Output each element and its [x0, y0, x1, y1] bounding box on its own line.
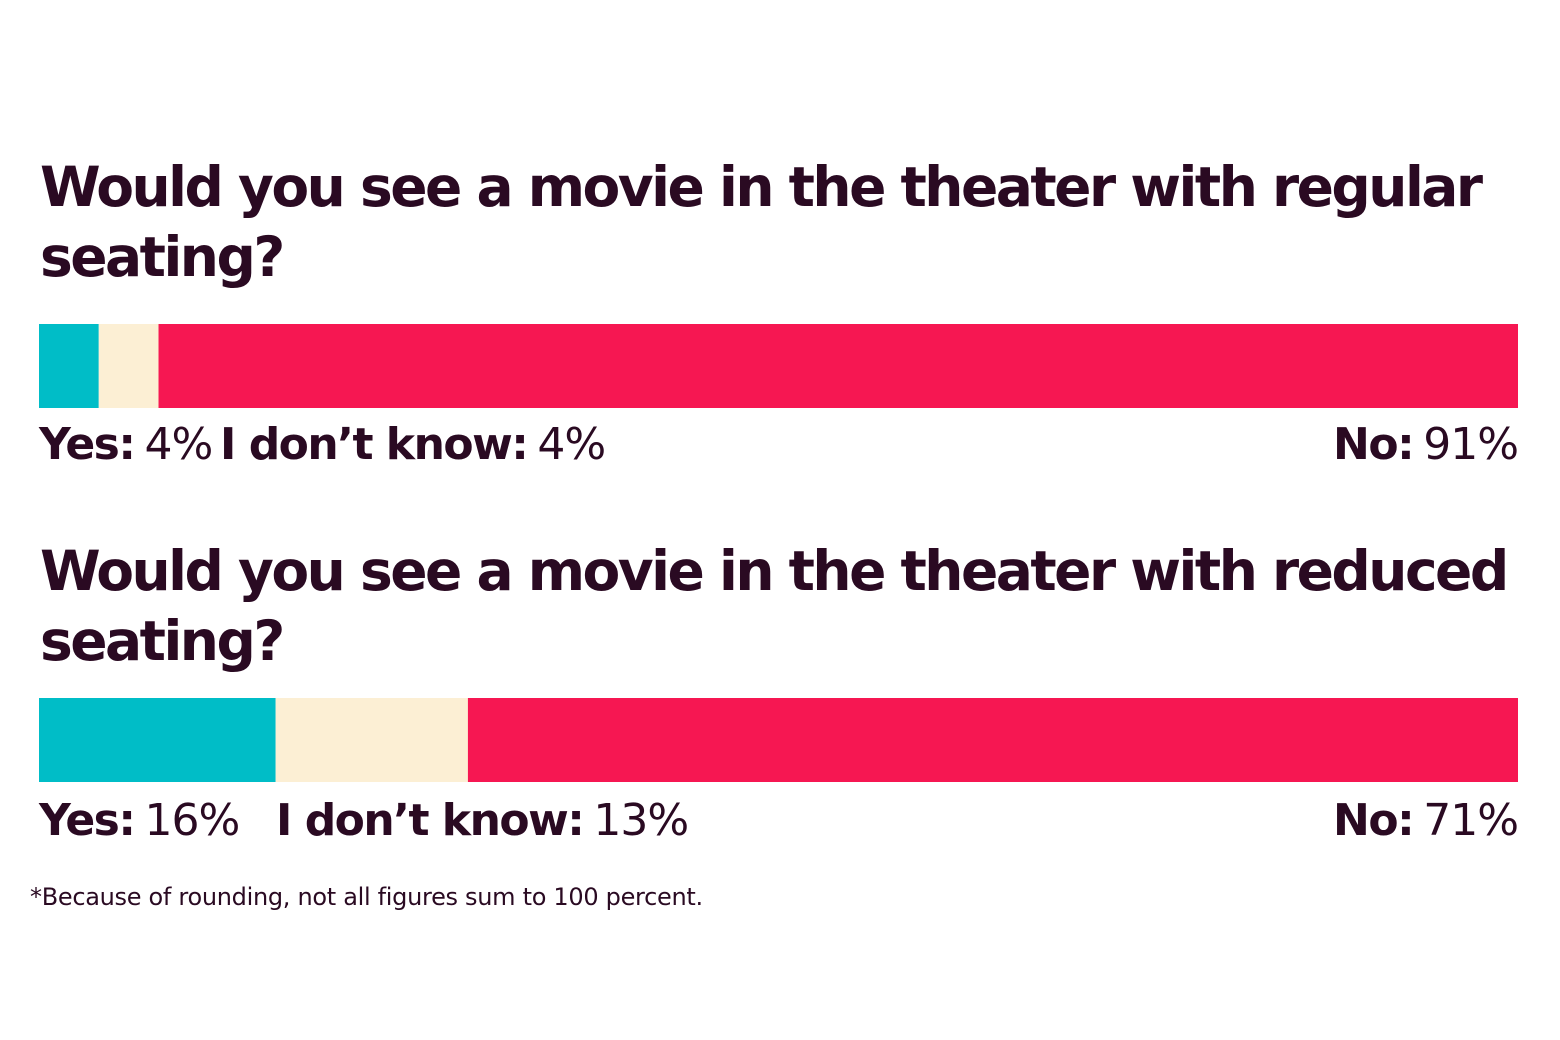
chart-1-label-no: No: 91% — [1333, 419, 1519, 470]
chart-1-title: Would you see a movie in the theater wit… — [40, 155, 1483, 289]
chart-1-label-no-value: 91% — [1423, 419, 1519, 470]
chart-2-label-yes: Yes: 16% — [39, 795, 240, 846]
chart-1-label-dont-know-name: I don’t know: — [220, 419, 529, 470]
chart-2-label-no-name: No: — [1333, 795, 1415, 846]
chart-1-bar-segment-no — [158, 324, 1518, 408]
chart-2-bar-segment-yes — [39, 698, 276, 782]
chart-1-label-yes-name: Yes: — [39, 419, 136, 470]
chart-1-label-dont-know: I don’t know: 4% — [220, 419, 606, 470]
chart-1-bar — [39, 324, 1518, 408]
chart-1-label-dont-know-value: 4% — [537, 419, 606, 470]
chart-1-label-yes: Yes: 4% — [39, 419, 213, 470]
chart-1-bar-segment-yes — [39, 324, 99, 408]
chart-2-bar-segment-no — [467, 698, 1518, 782]
chart-2-bar-segment-dont-know — [275, 698, 468, 782]
chart-2-label-yes-value: 16% — [144, 795, 240, 846]
chart-2-label-no-value: 71% — [1423, 795, 1519, 846]
chart-1-bar-segment-dont-know — [98, 324, 159, 408]
chart-1-labels: Yes: 4% I don’t know: 4% No: 91% — [39, 419, 1519, 470]
chart-2-bar — [39, 698, 1518, 782]
chart-2-label-dont-know-name: I don’t know: — [276, 795, 585, 846]
chart-2-label-no: No: 71% — [1333, 795, 1519, 846]
chart-1-label-yes-value: 4% — [144, 419, 213, 470]
chart-2-label-dont-know-value: 13% — [593, 795, 689, 846]
chart-2-title: Would you see a movie in the theater wit… — [40, 539, 1509, 673]
chart-2-label-dont-know: I don’t know: 13% — [276, 795, 689, 846]
chart-1-label-no-name: No: — [1333, 419, 1415, 470]
chart-2-labels: Yes: 16% I don’t know: 13% No: 71% — [39, 795, 1519, 846]
footnote: *Because of rounding, not all figures su… — [30, 883, 703, 911]
chart-2-label-yes-name: Yes: — [39, 795, 136, 846]
